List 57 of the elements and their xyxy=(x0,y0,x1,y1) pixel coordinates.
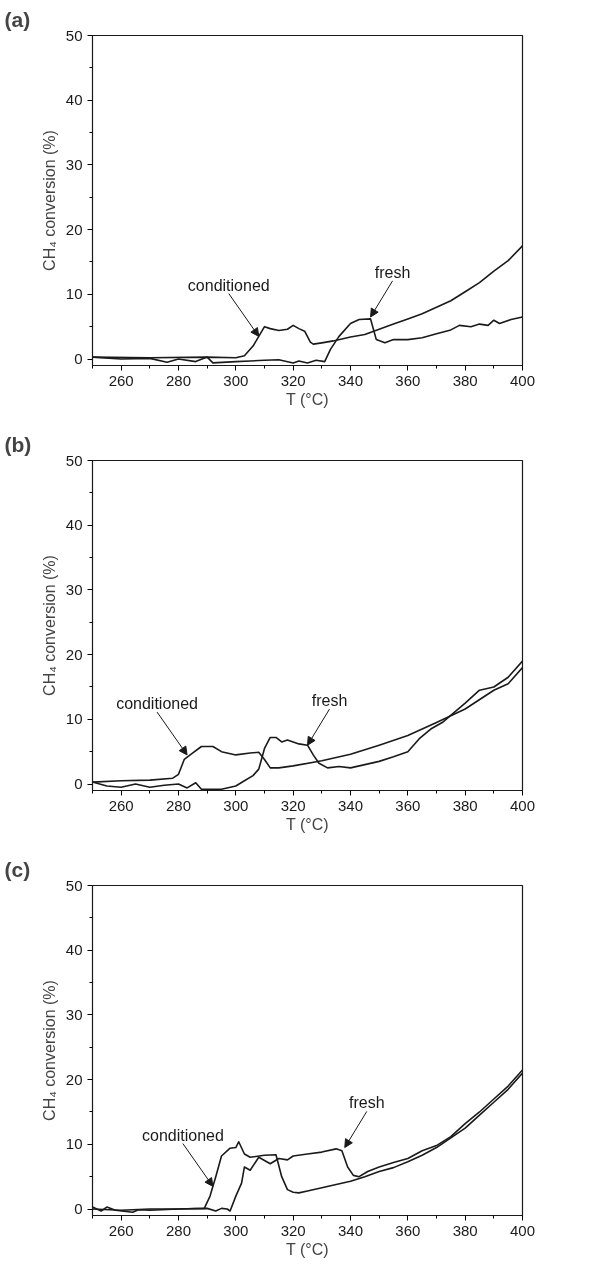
x-tick-label: 400 xyxy=(509,796,536,814)
y-tick-label: 40 xyxy=(65,91,83,109)
chart-title: (c) xyxy=(4,857,31,881)
x-tick-label: 400 xyxy=(509,1221,536,1239)
annotation: conditioned xyxy=(187,276,270,294)
x-tick-label: 400 xyxy=(509,371,536,389)
y-tick-label: 0 xyxy=(74,1200,83,1218)
x-axis-title: T (°C) xyxy=(286,1240,329,1258)
y-tick-label: 0 xyxy=(74,775,83,793)
y-tick-label: 20 xyxy=(65,1070,83,1088)
y-tick-label: 50 xyxy=(65,26,83,44)
x-tick-label: 280 xyxy=(165,796,192,814)
y-tick-label: 20 xyxy=(65,645,83,663)
x-tick-label: 380 xyxy=(452,796,478,814)
y-tick-label: 10 xyxy=(65,710,83,728)
y-tick-label: 10 xyxy=(65,1135,83,1153)
x-tick-label: 300 xyxy=(223,371,249,389)
annotation: fresh xyxy=(374,263,411,281)
y-tick-label: 50 xyxy=(65,876,83,894)
x-tick-label: 280 xyxy=(165,371,192,389)
x-tick-label: 340 xyxy=(337,796,364,814)
x-axis-title: T (°C) xyxy=(286,390,329,408)
annotation: fresh xyxy=(311,692,348,710)
x-tick-label: 300 xyxy=(223,796,249,814)
y-axis-title: CH₄ conversion (%) xyxy=(40,555,58,696)
chart-title: (a) xyxy=(4,7,31,31)
x-tick-label: 300 xyxy=(223,1221,249,1239)
x-tick-label: 260 xyxy=(108,371,134,389)
x-tick-label: 380 xyxy=(452,371,478,389)
annotation: conditioned xyxy=(141,1126,224,1144)
chart-title: (b) xyxy=(4,432,32,456)
x-tick-label: 340 xyxy=(337,1221,364,1239)
x-tick-label: 340 xyxy=(337,371,364,389)
y-tick-label: 40 xyxy=(65,516,83,534)
x-axis-title: T (°C) xyxy=(286,815,329,833)
x-tick-label: 360 xyxy=(395,371,421,389)
annotation: conditioned xyxy=(116,695,199,713)
x-tick-label: 360 xyxy=(395,796,421,814)
y-tick-label: 30 xyxy=(65,1005,83,1023)
y-tick-label: 0 xyxy=(74,350,83,368)
y-axis-title: CH₄ conversion (%) xyxy=(40,130,58,271)
y-tick-label: 20 xyxy=(65,220,83,238)
x-tick-label: 320 xyxy=(280,371,306,389)
annotation: fresh xyxy=(348,1094,385,1112)
x-tick-label: 360 xyxy=(395,1221,421,1239)
x-tick-label: 320 xyxy=(280,796,306,814)
y-tick-label: 30 xyxy=(65,155,83,173)
y-tick-label: 50 xyxy=(65,451,83,469)
y-tick-label: 40 xyxy=(65,941,83,959)
y-tick-label: 10 xyxy=(65,285,83,303)
x-tick-label: 260 xyxy=(108,1221,134,1239)
x-tick-label: 380 xyxy=(452,1221,478,1239)
y-axis-title: CH₄ conversion (%) xyxy=(40,980,58,1121)
x-tick-label: 320 xyxy=(280,1221,306,1239)
y-tick-label: 30 xyxy=(65,580,83,598)
x-tick-label: 260 xyxy=(108,796,134,814)
x-tick-label: 280 xyxy=(165,1221,192,1239)
